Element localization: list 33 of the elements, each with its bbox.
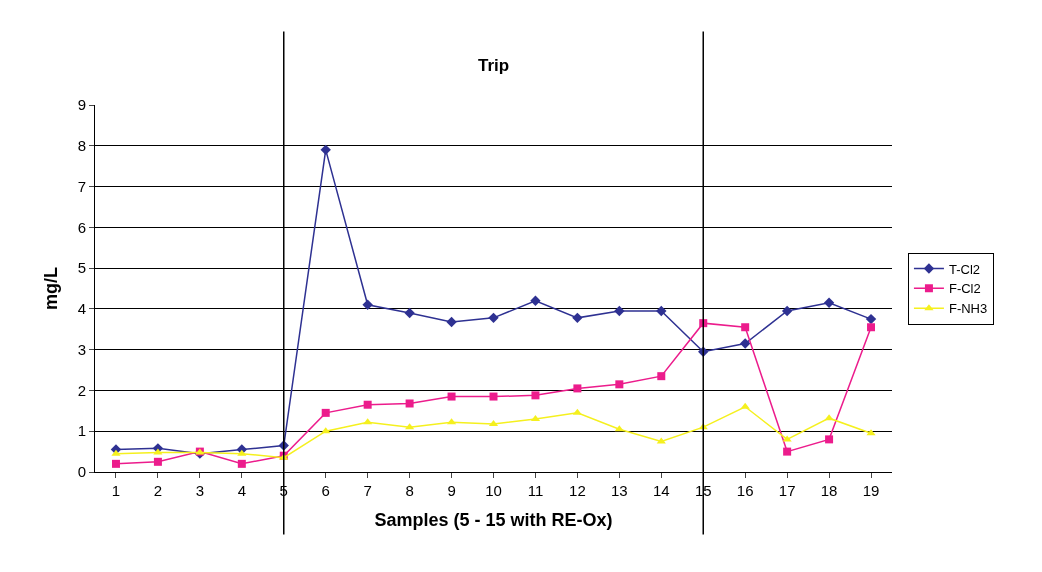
x-tick-label: 1 bbox=[111, 482, 121, 499]
y-tick-label: 7 bbox=[77, 177, 86, 195]
legend-label: F-Cl2 bbox=[948, 281, 981, 297]
x-tick-label: 16 bbox=[736, 482, 754, 499]
legend-label: T-Cl2 bbox=[948, 261, 980, 277]
y-tick-label: 0 bbox=[77, 463, 86, 481]
y-tick-label: 2 bbox=[77, 381, 86, 399]
x-tick-label: 7 bbox=[363, 482, 372, 499]
x-axis-title: Samples (5 - 15 with RE-Ox) bbox=[374, 510, 613, 531]
x-tick-label: 9 bbox=[447, 482, 456, 499]
x-tick-label: 10 bbox=[485, 482, 502, 499]
x-tick-label: 11 bbox=[527, 482, 544, 499]
x-tick-label: 18 bbox=[820, 482, 838, 499]
y-tick-label: 5 bbox=[77, 259, 86, 277]
x-tick-label: 19 bbox=[862, 482, 880, 499]
x-tick-label: 14 bbox=[652, 482, 670, 499]
y-axis-title: mg/L bbox=[40, 267, 61, 310]
x-tick-label: 12 bbox=[569, 482, 586, 499]
x-tick-label: 8 bbox=[405, 482, 414, 499]
y-tick-label: 6 bbox=[77, 218, 86, 236]
y-tick-label: 1 bbox=[77, 422, 86, 440]
x-tick-label: 6 bbox=[321, 482, 330, 499]
y-tick-label: 8 bbox=[77, 137, 86, 155]
x-tick-label: 3 bbox=[195, 482, 205, 499]
legend-label: F-NH3 bbox=[948, 301, 988, 317]
x-tick-label: 4 bbox=[237, 482, 246, 499]
x-tick-label: 2 bbox=[153, 482, 163, 499]
x-tick-label: 17 bbox=[778, 482, 796, 499]
x-tick-label: 13 bbox=[611, 482, 628, 499]
y-tick-label: 9 bbox=[77, 96, 86, 114]
y-tick-label: 3 bbox=[77, 340, 86, 358]
y-tick-label: 4 bbox=[77, 300, 86, 318]
text: Trip bbox=[478, 56, 510, 75]
